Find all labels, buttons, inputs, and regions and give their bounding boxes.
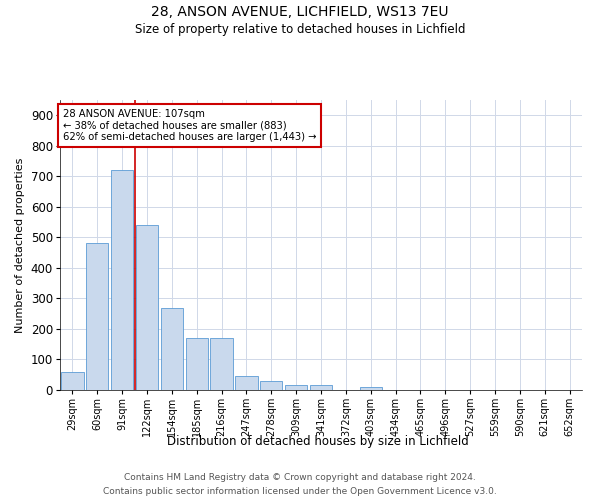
Bar bbox=[260, 381, 283, 390]
Bar bbox=[235, 376, 257, 390]
Bar bbox=[359, 387, 382, 390]
Text: 28 ANSON AVENUE: 107sqm
← 38% of detached houses are smaller (883)
62% of semi-d: 28 ANSON AVENUE: 107sqm ← 38% of detache… bbox=[62, 108, 316, 142]
Bar bbox=[161, 308, 183, 390]
Bar bbox=[61, 372, 83, 390]
Bar bbox=[136, 225, 158, 390]
Text: 28, ANSON AVENUE, LICHFIELD, WS13 7EU: 28, ANSON AVENUE, LICHFIELD, WS13 7EU bbox=[151, 5, 449, 19]
Text: Distribution of detached houses by size in Lichfield: Distribution of detached houses by size … bbox=[167, 435, 469, 448]
Bar bbox=[86, 244, 109, 390]
Y-axis label: Number of detached properties: Number of detached properties bbox=[15, 158, 25, 332]
Text: Contains HM Land Registry data © Crown copyright and database right 2024.: Contains HM Land Registry data © Crown c… bbox=[124, 472, 476, 482]
Text: Contains public sector information licensed under the Open Government Licence v3: Contains public sector information licen… bbox=[103, 488, 497, 496]
Bar bbox=[285, 386, 307, 390]
Text: Size of property relative to detached houses in Lichfield: Size of property relative to detached ho… bbox=[135, 22, 465, 36]
Bar bbox=[310, 386, 332, 390]
Bar bbox=[185, 338, 208, 390]
Bar bbox=[211, 338, 233, 390]
Bar bbox=[111, 170, 133, 390]
